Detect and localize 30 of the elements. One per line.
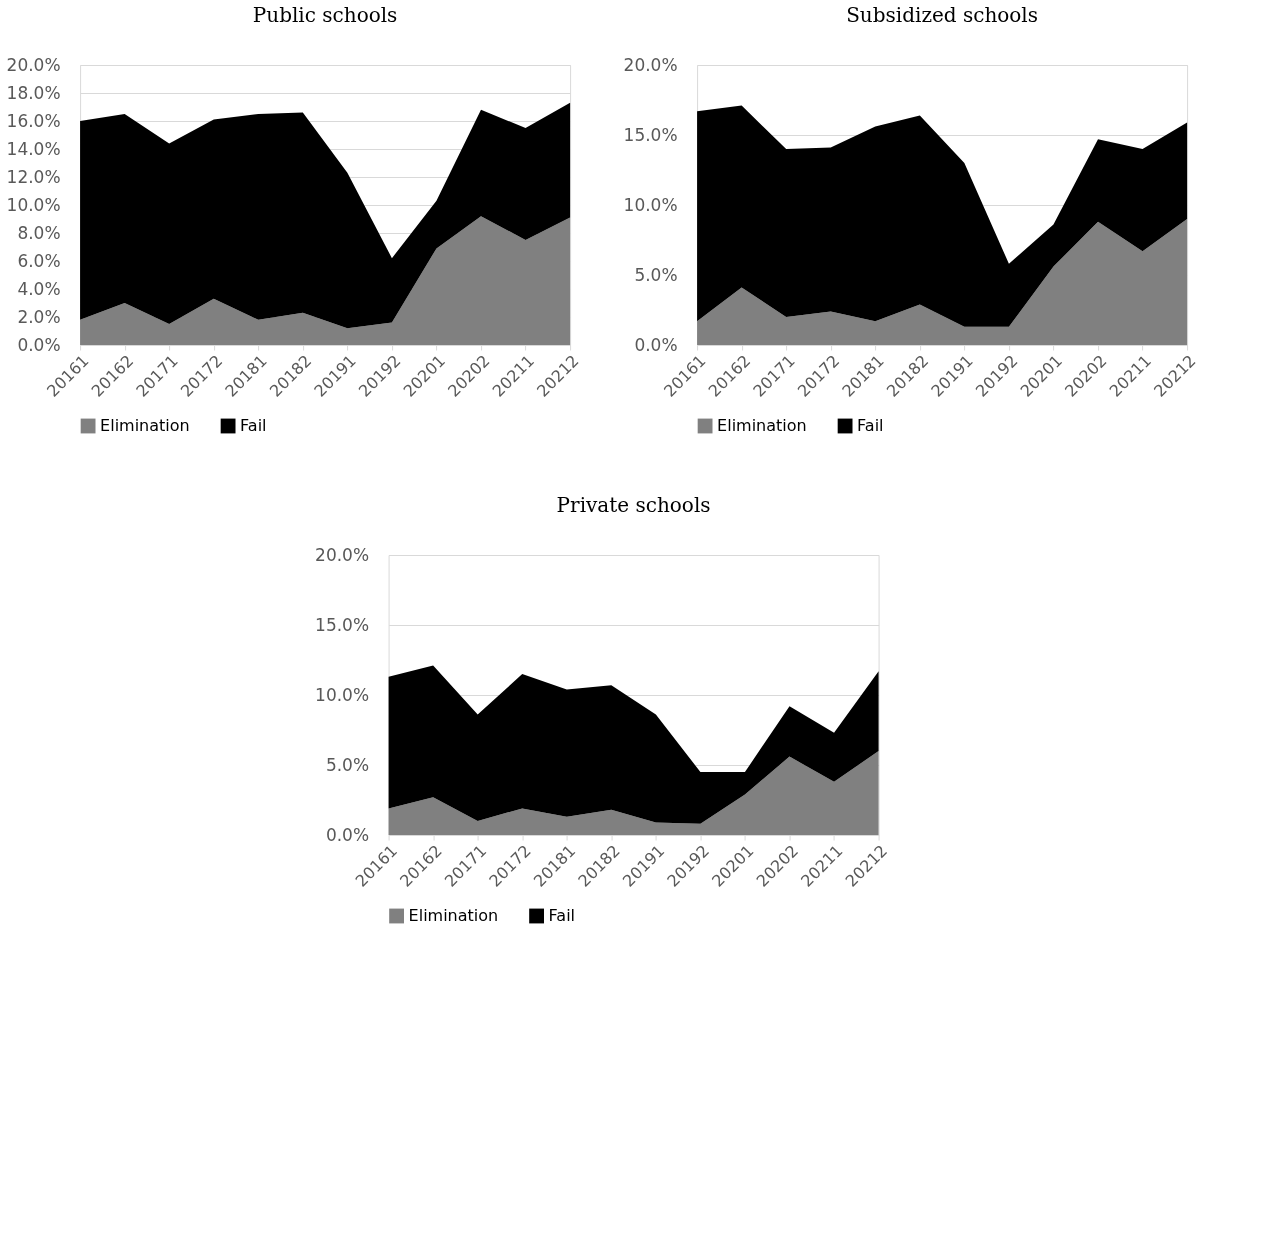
legend-label: Fail bbox=[240, 416, 267, 435]
y-tick-label: 15.0% bbox=[315, 614, 370, 635]
chart-title: Subsidized schools bbox=[846, 3, 1039, 27]
y-tick-label: 10.0% bbox=[6, 194, 61, 215]
y-tick-label: 20.0% bbox=[315, 544, 370, 565]
y-tick-label: 2.0% bbox=[17, 306, 61, 327]
y-tick-label: 0.0% bbox=[634, 334, 678, 355]
legend-label: Elimination bbox=[408, 906, 499, 925]
y-tick-label: 20.0% bbox=[623, 54, 678, 75]
y-tick-label: 10.0% bbox=[315, 684, 370, 705]
y-tick-label: 5.0% bbox=[634, 264, 678, 285]
legend-label: Elimination bbox=[717, 416, 807, 435]
chart-title: Private schools bbox=[556, 493, 711, 517]
y-tick-label: 12.0% bbox=[6, 166, 61, 187]
y-tick-label: 16.0% bbox=[6, 110, 61, 131]
legend-label: Fail bbox=[857, 416, 884, 435]
legend-label: Elimination bbox=[100, 416, 190, 435]
y-tick-label: 20.0% bbox=[6, 54, 61, 75]
y-tick-label: 14.0% bbox=[6, 138, 61, 159]
chart-title: Public schools bbox=[252, 3, 398, 27]
y-tick-label: 4.0% bbox=[17, 278, 61, 299]
y-tick-label: 8.0% bbox=[17, 222, 61, 243]
y-tick-label: 18.0% bbox=[6, 82, 61, 103]
y-tick-label: 5.0% bbox=[325, 754, 370, 775]
y-tick-label: 15.0% bbox=[623, 124, 678, 145]
y-tick-label: 6.0% bbox=[17, 250, 61, 271]
y-tick-label: 0.0% bbox=[17, 334, 61, 355]
y-tick-label: 0.0% bbox=[325, 824, 370, 845]
legend-label: Fail bbox=[548, 906, 576, 925]
y-tick-label: 10.0% bbox=[623, 194, 678, 215]
